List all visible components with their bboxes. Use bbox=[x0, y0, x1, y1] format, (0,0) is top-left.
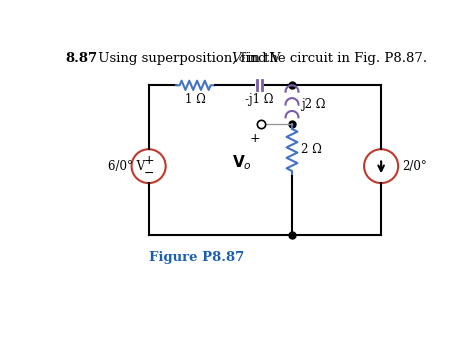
Text: 8.87: 8.87 bbox=[66, 52, 98, 65]
Text: −: − bbox=[249, 229, 260, 242]
Text: in the circuit in Fig. P8.87.: in the circuit in Fig. P8.87. bbox=[243, 52, 427, 65]
Text: 6/0° V: 6/0° V bbox=[108, 160, 145, 173]
Text: $\mathbf{V}_o$: $\mathbf{V}_o$ bbox=[232, 153, 252, 172]
Text: 1 Ω: 1 Ω bbox=[185, 93, 206, 106]
Text: Using superposition, find V: Using superposition, find V bbox=[94, 52, 280, 65]
Text: V: V bbox=[231, 52, 241, 65]
Text: Figure P8.87: Figure P8.87 bbox=[149, 251, 244, 264]
Text: o: o bbox=[238, 54, 244, 63]
Text: −: − bbox=[143, 167, 154, 180]
Text: 2/0°: 2/0° bbox=[402, 160, 427, 173]
Text: +: + bbox=[249, 131, 260, 145]
Text: j2 Ω: j2 Ω bbox=[301, 98, 326, 111]
Text: 2 Ω: 2 Ω bbox=[301, 144, 322, 156]
Text: +: + bbox=[143, 154, 154, 166]
Text: -j1 Ω: -j1 Ω bbox=[245, 93, 274, 106]
